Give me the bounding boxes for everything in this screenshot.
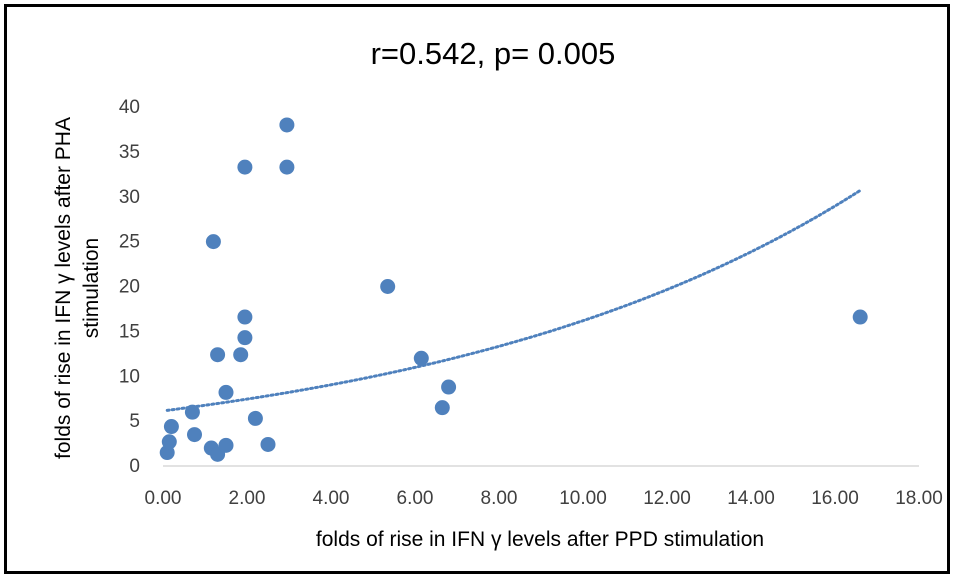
y-tick-label: 35 [119, 142, 140, 163]
x-tick-label: 0.00 [145, 488, 182, 509]
y-tick-label: 20 [119, 277, 140, 298]
data-point [184, 404, 200, 420]
chart-title: r=0.542, p= 0.005 [371, 36, 616, 71]
chart-frame [4, 4, 950, 574]
data-point [218, 437, 234, 453]
data-point [237, 159, 253, 175]
data-point [279, 117, 295, 133]
y-tick-label: 15 [119, 321, 140, 342]
data-point [247, 410, 263, 426]
data-point [205, 234, 221, 250]
y-axis-title: folds of rise in IFN γ levels after PHA … [52, 117, 103, 459]
data-point [434, 400, 450, 416]
data-point [237, 309, 253, 325]
data-point [210, 347, 226, 363]
x-tick-label: 8.00 [481, 488, 518, 509]
data-point [279, 159, 295, 175]
data-point [161, 434, 177, 450]
data-point [852, 309, 868, 325]
data-point [441, 379, 457, 395]
y-axis-title-line-1: folds of rise in IFN γ levels after PHA [52, 117, 75, 459]
y-tick-label: 10 [119, 366, 140, 387]
x-tick-label: 18.00 [895, 488, 943, 509]
x-tick-label: 2.00 [229, 488, 266, 509]
data-point [233, 347, 249, 363]
x-tick-label: 14.00 [727, 488, 775, 509]
y-tick-label: 0 [129, 456, 140, 477]
data-point [413, 350, 429, 366]
y-tick-label: 30 [119, 187, 140, 208]
y-axis-title-line-2: stimulation [80, 238, 103, 338]
x-tick-label: 4.00 [313, 488, 350, 509]
trendline [165, 188, 862, 412]
data-point [218, 384, 234, 400]
data-point [187, 427, 202, 443]
data-point [163, 419, 179, 435]
x-axis-title: folds of rise in IFN γ levels after PPD … [316, 528, 764, 551]
x-tick-label: 10.00 [559, 488, 607, 509]
x-tick-label: 12.00 [643, 488, 691, 509]
data-point [237, 330, 253, 346]
data-point [380, 279, 396, 294]
y-tick-label: 40 [119, 97, 140, 118]
data-point [260, 436, 276, 452]
y-tick-label: 25 [119, 232, 140, 253]
x-tick-label: 16.00 [811, 488, 859, 509]
x-tick-label: 6.00 [397, 488, 434, 509]
y-tick-label: 5 [129, 411, 140, 432]
